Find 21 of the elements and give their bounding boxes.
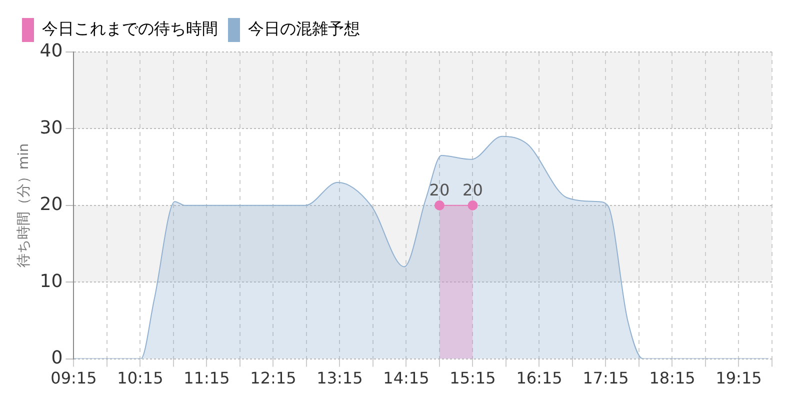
x-tick-label: 16:15	[516, 368, 562, 388]
x-tick-label: 12:15	[250, 368, 296, 388]
data-label: 20	[462, 180, 483, 200]
y-tick-label: 0	[51, 347, 63, 368]
x-tick-label: 15:15	[450, 368, 496, 388]
legend-label: 今日の混雑予想	[248, 19, 360, 38]
x-tick-label: 13:15	[316, 368, 363, 388]
y-tick-label: 10	[40, 270, 63, 292]
x-tick-label: 10:15	[117, 368, 164, 388]
y-tick-label: 20	[40, 194, 63, 216]
y-axis-title: 待ち時間（分）min	[16, 143, 32, 268]
x-tick-label: 18:15	[649, 368, 696, 388]
x-tick-label: 11:15	[184, 368, 230, 388]
y-tick-label: 30	[40, 117, 63, 138]
data-label: 20	[429, 180, 450, 200]
x-tick-label: 19:15	[716, 368, 762, 388]
x-tick-label: 14:15	[383, 368, 430, 388]
x-tick-label: 17:15	[582, 368, 629, 388]
x-tick-label: 09:15	[50, 368, 97, 388]
legend-label: 今日これまでの待ち時間	[42, 19, 218, 38]
y-tick-label: 40	[40, 40, 63, 62]
